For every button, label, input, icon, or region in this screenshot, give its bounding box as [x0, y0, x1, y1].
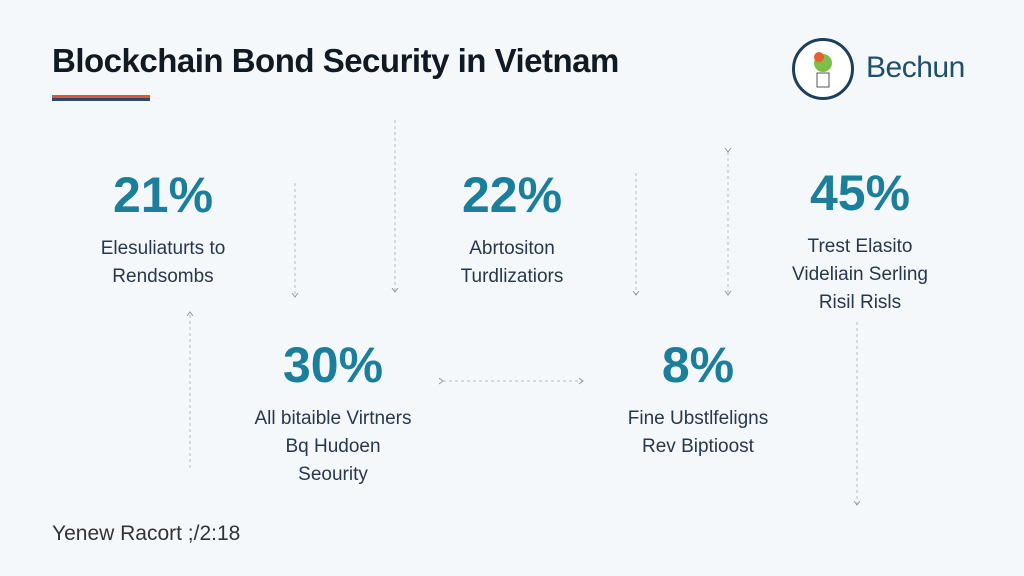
stat-label: Turdlizatiors	[460, 266, 564, 287]
stat-label: Elesuliaturts to	[100, 238, 226, 259]
stat-card: 45% Trest Elasito Videliain Serling Risil …	[730, 165, 990, 317]
stat-value: 30%	[282, 337, 384, 393]
stat-label: Bq Hudoen	[285, 436, 381, 457]
stat-value: 45%	[809, 165, 911, 221]
title-underline	[52, 95, 150, 101]
stat-label: Fine Ubstlfeligns	[627, 408, 769, 429]
footer-note: Yenew Racort ;/2:18	[52, 522, 241, 545]
stat-value: 22%	[461, 167, 563, 223]
stat-value: 8%	[661, 337, 735, 393]
stat-label: Rendsombs	[112, 266, 214, 287]
stat-card: 30% All bitaible Virtners Bq Hudoen Seouri…	[203, 337, 463, 489]
brand-name: Bechun	[866, 51, 965, 84]
stat-card: 8% Fine Ubstlfeligns Rev Biptioost	[568, 337, 828, 461]
stat-card: 22% Abrtositon Turdlizatiors	[382, 167, 642, 291]
stat-value: 21%	[112, 167, 214, 223]
brand-logo-icon	[792, 38, 854, 100]
stat-label: Videliain Serling	[792, 264, 928, 285]
page-title: Blockchain Bond Security in Vietnam	[52, 42, 619, 79]
stat-label: Rev Biptioost	[642, 436, 754, 457]
stat-card: 21% Elesuliaturts to Rendsombs	[33, 167, 293, 291]
stat-label: Abrtositon	[469, 238, 555, 259]
stat-label: Seourity	[298, 464, 368, 485]
stat-label: Trest Elasito	[807, 236, 913, 257]
stat-label: Risil Risls	[818, 292, 902, 313]
stat-label: All bitaible Virtners	[254, 408, 412, 429]
